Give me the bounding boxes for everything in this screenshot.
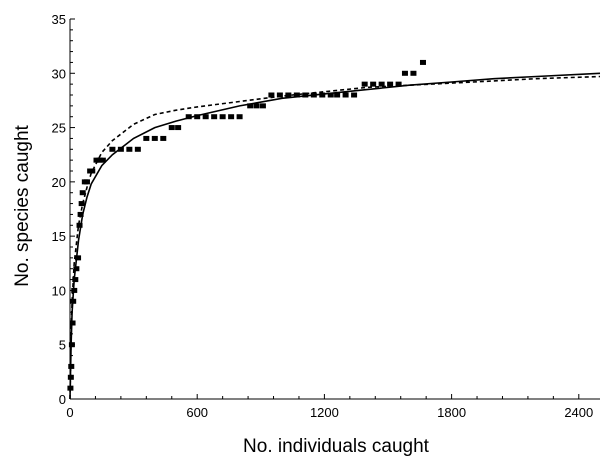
observed-point (160, 135, 167, 141)
observed-point (83, 179, 90, 185)
axes: 0 600 1200 1800 2400 0 5 10 15 20 25 30 35 (52, 12, 600, 420)
observed-point (401, 70, 408, 76)
x-axis-title: No. individuals caught (243, 436, 430, 457)
y-tick-label: 15 (52, 229, 66, 244)
observed-point (194, 114, 201, 120)
observed-point (185, 114, 192, 120)
observed-point (327, 92, 334, 98)
observed-point (361, 81, 368, 87)
observed-point (89, 168, 96, 174)
observed-point (99, 157, 106, 163)
y-tick-label: 0 (59, 392, 66, 407)
observed-point (68, 342, 75, 348)
observed-point (109, 146, 116, 152)
x-tick-label: 0 (66, 405, 73, 420)
observed-point (76, 222, 83, 228)
observed-point (334, 92, 341, 98)
observed-point (126, 146, 133, 152)
observed-point (175, 125, 182, 131)
observed-point (302, 92, 309, 98)
x-tick-label: 600 (186, 405, 208, 420)
x-tick-label: 2400 (564, 405, 593, 420)
series-layer (67, 59, 601, 400)
observed-point (410, 70, 417, 76)
observed-point (117, 146, 124, 152)
observed-point (395, 81, 402, 87)
observed-point (75, 255, 82, 261)
observed-point (143, 135, 150, 141)
y-tick-label: 25 (52, 121, 66, 136)
observed-point (96, 157, 103, 163)
observed-point (351, 92, 358, 98)
observed-point (134, 146, 141, 152)
observed-point (370, 81, 377, 87)
y-tick-label: 10 (52, 283, 66, 298)
observed-point (228, 114, 235, 120)
y-tick-label: 20 (52, 175, 66, 190)
observed-point (202, 114, 209, 120)
dashed-curve (69, 75, 601, 400)
observed-point (236, 114, 243, 120)
x-tick-label: 1200 (310, 405, 339, 420)
observed-point (72, 277, 79, 283)
observed-point (78, 201, 85, 207)
y-axis-title: No. species caught (12, 124, 33, 286)
observed-point (93, 157, 100, 163)
x-tick-label: 1800 (437, 405, 466, 420)
observed-point (211, 114, 218, 120)
observed-point (293, 92, 300, 98)
observed-point (247, 103, 254, 109)
solid-curve (69, 72, 601, 400)
observed-point (319, 92, 326, 98)
observed-point (387, 81, 394, 87)
observed-point (79, 190, 86, 196)
observed-point (151, 135, 158, 141)
observed-point (276, 92, 283, 98)
y-tick-label: 35 (52, 12, 66, 27)
observed-point (342, 92, 349, 98)
observed-point (73, 266, 80, 272)
y-tick-label: 30 (52, 66, 66, 81)
observed-point (219, 114, 226, 120)
observed-point (253, 103, 260, 109)
observed-point (419, 59, 426, 65)
observed-point (259, 103, 266, 109)
observed-point (378, 81, 385, 87)
observed-point (168, 125, 175, 131)
y-tick-label: 5 (59, 338, 66, 353)
observed-point (268, 92, 275, 98)
